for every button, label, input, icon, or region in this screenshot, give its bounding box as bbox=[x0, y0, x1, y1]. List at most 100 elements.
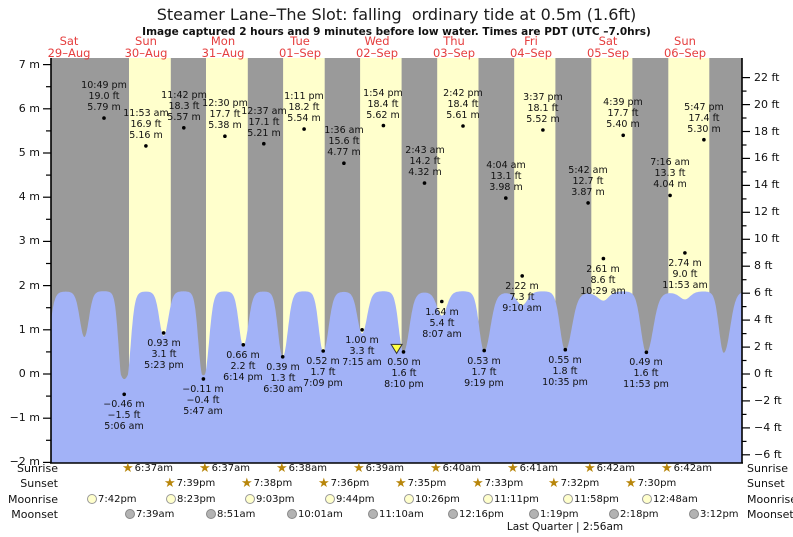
day-date: 29–Aug bbox=[47, 46, 91, 60]
tide-annotation-low: 0.53 m 1.7 ft 9:19 pm bbox=[464, 356, 504, 389]
sunset-star-icon: ★ bbox=[241, 475, 253, 491]
moonrise-icon bbox=[404, 494, 414, 504]
moonset-time: 10:01am bbox=[298, 508, 343, 520]
tide-extreme-dot bbox=[504, 196, 508, 200]
day-date: 30–Aug bbox=[124, 46, 168, 60]
y-axis-right-label: 2 ft bbox=[754, 340, 773, 353]
moonset-icon bbox=[125, 509, 135, 519]
moonrise-icon bbox=[87, 494, 97, 504]
day-name: Mon bbox=[210, 34, 236, 48]
sunset-time: 7:39pm bbox=[176, 477, 216, 489]
tide-curve bbox=[51, 291, 742, 463]
tide-extreme-dot bbox=[342, 161, 346, 165]
tide-annotation-low: 0.52 m 1.7 ft 7:09 pm bbox=[303, 356, 343, 389]
day-name: Sat bbox=[59, 34, 79, 48]
sunset-star-icon: ★ bbox=[164, 475, 176, 491]
tide-extreme-dot bbox=[683, 251, 687, 255]
day-label: Sat 05–Sep bbox=[573, 35, 643, 59]
astro-row-label-left: Moonset bbox=[11, 508, 58, 521]
moonrise-icon bbox=[642, 494, 652, 504]
moonrise-time: 9:03pm bbox=[256, 493, 295, 505]
moonset-event: 7:39am bbox=[125, 507, 174, 521]
sunrise-event: ★ 6:38am bbox=[276, 461, 327, 475]
sunset-event: ★ 7:39pm bbox=[164, 476, 215, 490]
moonrise-time: 11:11pm bbox=[494, 493, 539, 505]
current-time-marker-icon bbox=[390, 343, 403, 355]
y-axis-left-label: 3 m bbox=[18, 234, 40, 247]
tide-extreme-dot bbox=[482, 348, 487, 353]
tide-annotation-high: 1:54 pm 18.4 ft 5.62 m bbox=[363, 88, 403, 121]
tide-extreme-dot bbox=[563, 347, 568, 352]
moonrise-event: 11:11pm bbox=[483, 492, 539, 506]
tide-annotation-high: 3:37 pm 18.1 ft 5.52 m bbox=[523, 92, 563, 125]
moonrise-event: 12:48am bbox=[642, 492, 698, 506]
y-axis-right-label: 12 ft bbox=[754, 205, 780, 218]
day-name: Sun bbox=[135, 34, 157, 48]
day-label: Wed 02–Sep bbox=[342, 35, 412, 59]
y-axis-right-label: 22 ft bbox=[754, 71, 780, 84]
day-name: Thu bbox=[443, 34, 465, 48]
y-axis-right-label: 16 ft bbox=[754, 151, 780, 164]
y-axis-left-label: 2 m bbox=[18, 279, 40, 292]
day-name: Sun bbox=[674, 34, 696, 48]
y-axis-left-label: −1 m bbox=[9, 411, 40, 424]
moonrise-icon bbox=[483, 494, 493, 504]
moonset-time: 1:19pm bbox=[540, 508, 579, 520]
sunrise-event: ★ 6:37am bbox=[122, 461, 173, 475]
tide-annotation-high: 12:37 am 17.1 ft 5.21 m bbox=[241, 106, 287, 139]
tide-annotation-high: 4:39 pm 17.7 ft 5.40 m bbox=[603, 97, 643, 130]
moonrise-time: 7:42pm bbox=[98, 493, 137, 505]
sunrise-event: ★ 6:42am bbox=[661, 461, 712, 475]
astro-row-label-right: Sunset bbox=[747, 477, 785, 490]
tide-annotation-high: 1:11 pm 18.2 ft 5.54 m bbox=[284, 91, 324, 124]
moonset-icon bbox=[448, 509, 458, 519]
sunrise-star-icon: ★ bbox=[584, 460, 596, 476]
moonset-icon bbox=[689, 509, 699, 519]
day-label: Sun 30–Aug bbox=[111, 35, 181, 59]
y-axis-right-label: 6 ft bbox=[754, 286, 773, 299]
y-axis-left-label: −2 m bbox=[9, 455, 40, 468]
tide-extreme-dot bbox=[644, 350, 649, 355]
sunset-star-icon: ★ bbox=[318, 475, 330, 491]
chart-subtitle: Image captured 2 hours and 9 minutes bef… bbox=[142, 26, 651, 38]
sunset-star-icon: ★ bbox=[472, 475, 484, 491]
moonrise-event: 10:26pm bbox=[404, 492, 460, 506]
tide-annotation-low: −0.46 m −1.5 ft 5:06 am bbox=[103, 399, 145, 432]
tide-annotation-high: 2:42 pm 18.4 ft 5.61 m bbox=[443, 88, 483, 121]
tide-extreme-dot bbox=[586, 201, 590, 205]
tide-extreme-dot bbox=[161, 331, 166, 335]
sunrise-star-icon: ★ bbox=[661, 460, 673, 476]
y-axis-right-label: 8 ft bbox=[754, 259, 773, 272]
sunset-star-icon: ★ bbox=[395, 475, 407, 491]
moon-phase-note: Last Quarter | 2:56am bbox=[506, 521, 624, 533]
moonset-icon bbox=[206, 509, 216, 519]
moonset-time: 3:12pm bbox=[700, 508, 739, 520]
tide-extreme-dot bbox=[601, 256, 606, 261]
tide-extreme-dot bbox=[201, 377, 206, 381]
sunset-star-icon: ★ bbox=[548, 475, 560, 491]
sunrise-time: 6:42am bbox=[673, 462, 712, 474]
astro-row-label-left: Sunrise bbox=[16, 462, 58, 475]
day-date: 06–Sep bbox=[663, 46, 707, 60]
tide-extreme-dot bbox=[144, 144, 148, 148]
tide-extreme-dot bbox=[122, 392, 126, 397]
astro-row-label-right: Moonset bbox=[747, 508, 793, 521]
moonset-time: 8:51am bbox=[217, 508, 256, 520]
sunrise-star-icon: ★ bbox=[199, 460, 211, 476]
sunset-event: ★ 7:36pm bbox=[318, 476, 369, 490]
tide-annotation-low: 0.49 m 1.6 ft 11:53 pm bbox=[623, 357, 669, 390]
tide-extreme-dot bbox=[702, 137, 706, 142]
tide-annotation-high: 7:16 am 13.3 ft 4.04 m bbox=[650, 157, 690, 190]
moonrise-event: 8:23pm bbox=[166, 492, 216, 506]
astro-row-label-left: Sunset bbox=[20, 477, 58, 490]
chart-title: Steamer Lane–The Slot: falling ordinary … bbox=[156, 5, 637, 24]
tide-extreme-dot bbox=[262, 141, 266, 146]
tide-extreme-dot bbox=[520, 274, 524, 278]
moonset-event: 1:19pm bbox=[529, 507, 579, 521]
moonrise-event: 11:58pm bbox=[563, 492, 619, 506]
day-label: Sun 06–Sep bbox=[650, 35, 720, 59]
sunset-event: ★ 7:38pm bbox=[241, 476, 292, 490]
tide-extreme-dot bbox=[241, 343, 246, 347]
sunrise-time: 6:37am bbox=[211, 462, 250, 474]
